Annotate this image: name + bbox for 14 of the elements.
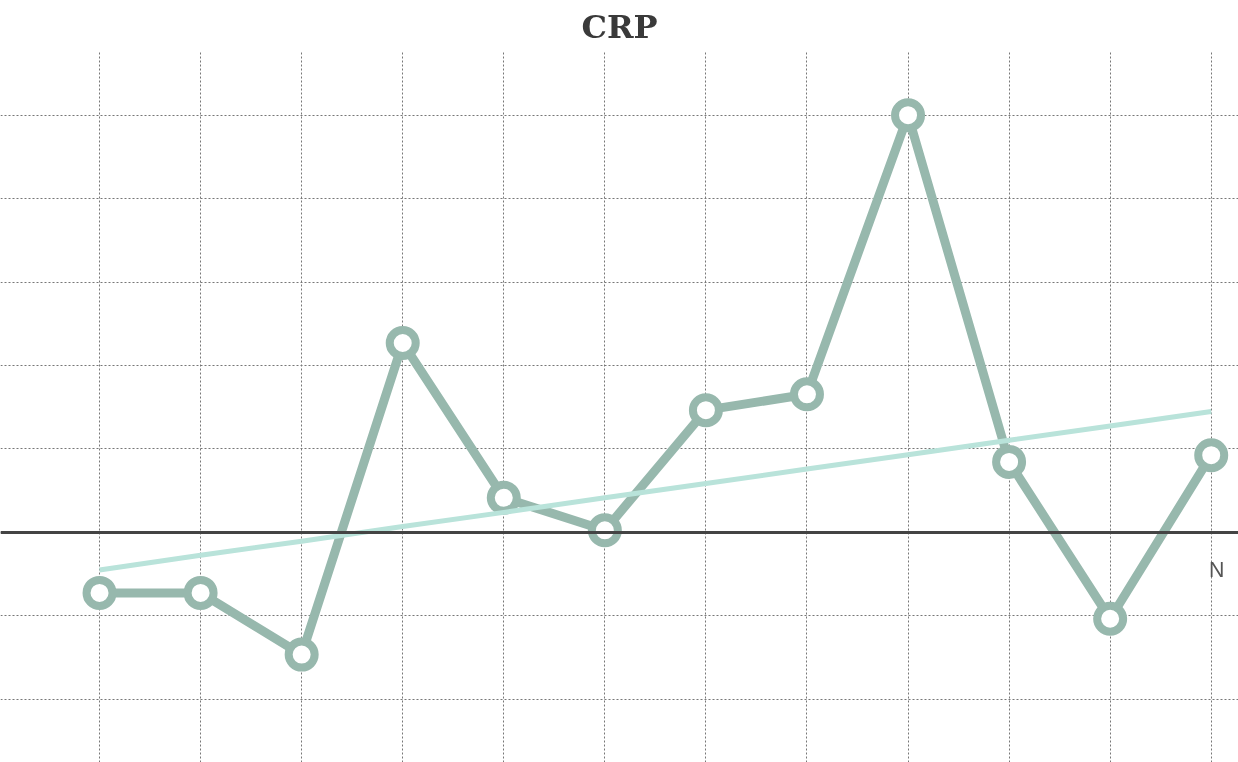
point bbox=[183, 575, 218, 610]
point bbox=[486, 480, 521, 515]
point bbox=[587, 513, 622, 548]
point bbox=[1194, 438, 1229, 473]
point bbox=[789, 377, 824, 412]
point bbox=[385, 326, 420, 360]
point bbox=[284, 637, 319, 672]
chart-title: CRP bbox=[581, 7, 658, 46]
point bbox=[82, 575, 117, 610]
point bbox=[1093, 601, 1128, 636]
point bbox=[992, 444, 1027, 479]
annotation: N bbox=[1209, 558, 1225, 583]
point bbox=[688, 393, 723, 428]
point bbox=[891, 98, 926, 133]
